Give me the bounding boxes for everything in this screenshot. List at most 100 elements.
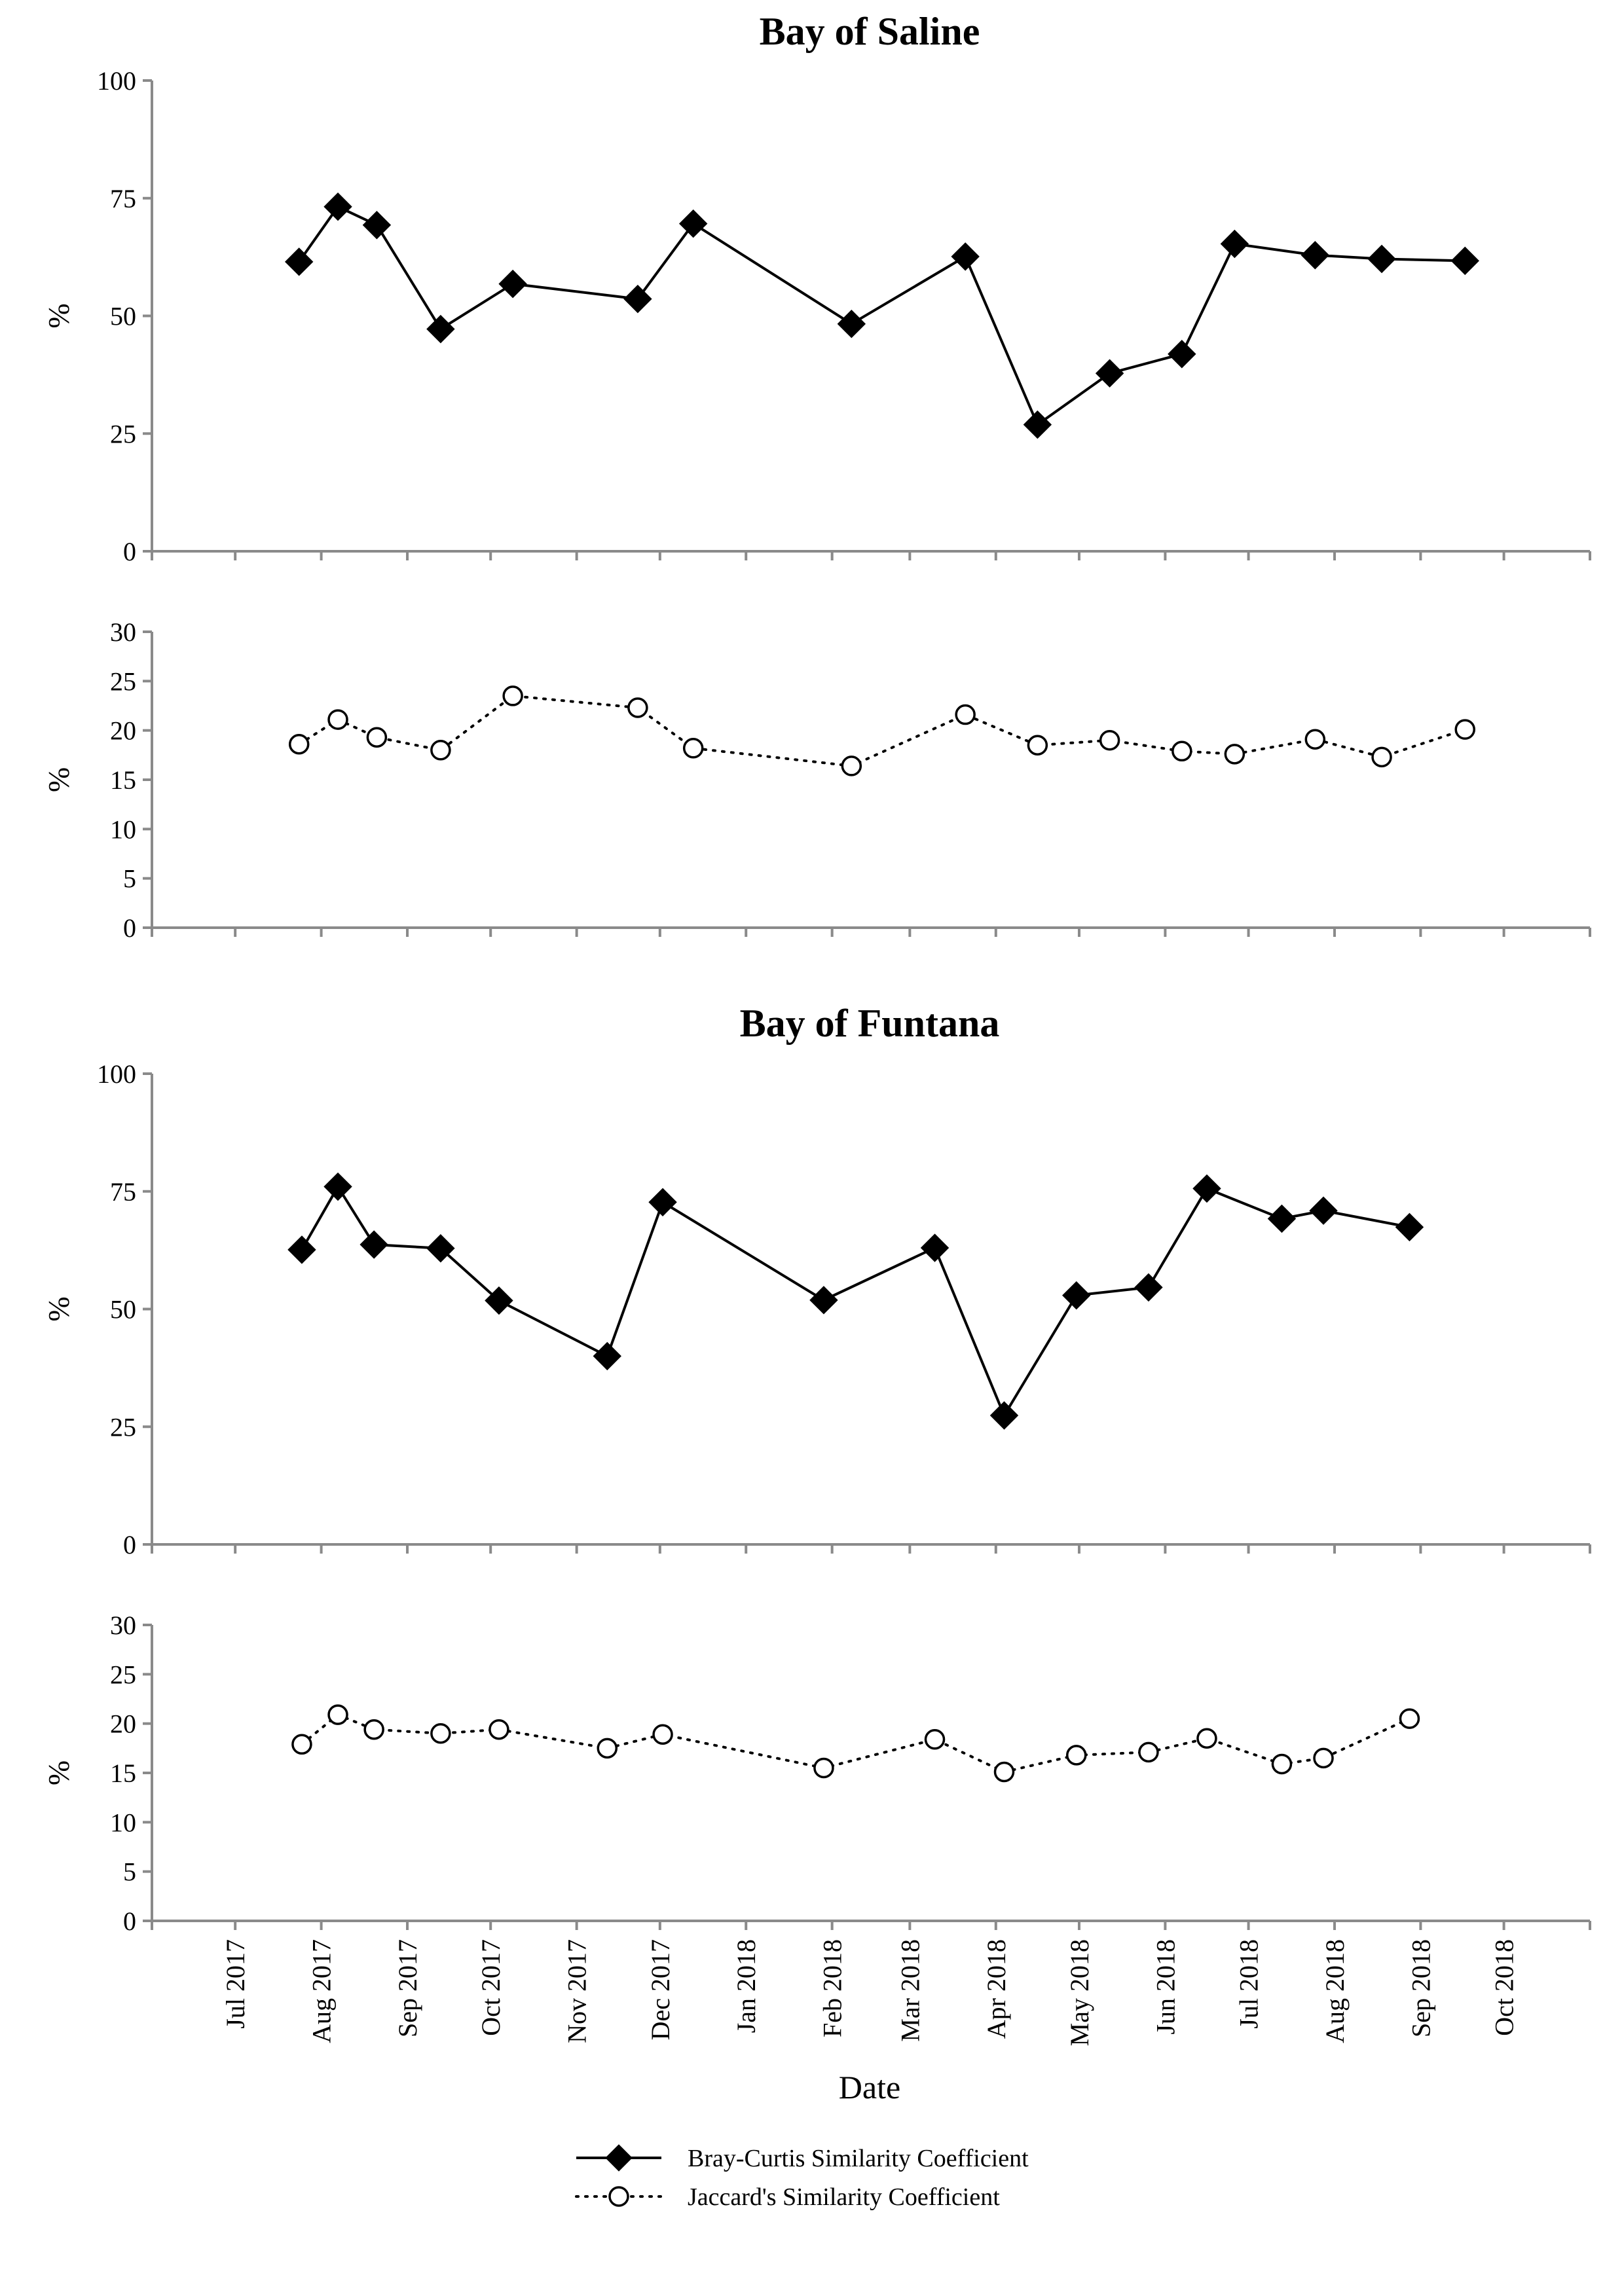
jaccard-point xyxy=(502,685,523,706)
x-tick-label: Nov 2017 xyxy=(563,1939,592,2043)
jaccard-point xyxy=(1399,1708,1420,1729)
jaccard-point xyxy=(1196,1728,1217,1749)
jaccard-point xyxy=(327,1704,348,1725)
jaccard-point xyxy=(1454,719,1475,740)
y-tick-label: 20 xyxy=(110,1709,136,1739)
jaccard-point xyxy=(597,1738,618,1759)
chart-panel-4: 0 5 10 15 20 25 30% Jul 2017 Aug 2017 Sep 2017 Oct… xyxy=(42,1611,1591,2105)
jaccard-point xyxy=(1371,746,1392,768)
y-tick-label: 5 xyxy=(123,1857,136,1887)
jaccard-point xyxy=(627,697,648,718)
bray-curtis-point xyxy=(426,314,455,344)
y-tick-label: 25 xyxy=(110,1412,136,1442)
x-axis-title: Date xyxy=(839,2069,900,2105)
jaccard-point xyxy=(288,734,310,755)
jaccard-point xyxy=(1224,744,1246,765)
jaccard-point xyxy=(955,704,976,725)
y-tick-label: 20 xyxy=(110,716,136,746)
bray-curtis-point xyxy=(498,269,527,299)
x-tick-label: Oct 2018 xyxy=(1490,1939,1519,2036)
y-axis-title: % xyxy=(42,1760,75,1785)
chart-panel-2: 0 5 10 15 20 25 30% xyxy=(42,617,1591,943)
jaccard-point xyxy=(1304,729,1326,750)
x-tick-label: May 2018 xyxy=(1065,1939,1094,2046)
legend-label: Jaccard's Similarity Coefficient xyxy=(688,2183,1000,2211)
y-tick-label: 75 xyxy=(110,1177,136,1207)
bray-curtis-line xyxy=(301,1184,1410,1419)
bray-curtis-point xyxy=(1301,241,1330,270)
y-tick-label: 50 xyxy=(110,302,136,331)
bray-curtis-point xyxy=(1134,1273,1163,1302)
bray-curtis-point xyxy=(678,209,708,238)
legend-item-2: Jaccard's Similarity Coefficient xyxy=(575,2183,1000,2211)
chart-title: Bay of Funtana xyxy=(740,1002,1000,1045)
x-tick-label: Feb 2018 xyxy=(818,1939,847,2037)
y-tick-label: 10 xyxy=(110,1808,136,1837)
y-tick-label: 50 xyxy=(110,1295,136,1324)
y-axis-title: % xyxy=(42,1296,75,1321)
bray-curtis-point xyxy=(323,1172,352,1201)
y-tick-label: 30 xyxy=(110,1611,136,1640)
jaccard-point xyxy=(1138,1741,1159,1763)
y-tick-label: 25 xyxy=(110,1660,136,1689)
bray-curtis-point xyxy=(426,1234,455,1263)
bray-curtis-point xyxy=(323,192,352,221)
x-tick-label: Mar 2018 xyxy=(895,1939,925,2042)
jaccard-point xyxy=(1065,1745,1087,1766)
jaccard-line xyxy=(297,694,1467,767)
x-tick-label: Jul 2018 xyxy=(1234,1939,1264,2029)
y-tick-label: 15 xyxy=(110,765,136,795)
bray-curtis-point xyxy=(623,284,652,314)
bray-curtis-point xyxy=(951,242,980,271)
x-tick-label: Dec 2017 xyxy=(646,1939,675,2040)
x-tick-label: Sep 2017 xyxy=(393,1939,422,2037)
x-tick-label: Aug 2018 xyxy=(1320,1939,1350,2043)
x-tick-label: Jan 2018 xyxy=(731,1939,761,2033)
x-tick-label: Jul 2017 xyxy=(221,1939,250,2029)
jaccard-point xyxy=(363,1719,384,1740)
jaccard-point xyxy=(813,1757,834,1779)
y-tick-label: 0 xyxy=(123,537,136,566)
y-tick-label: 0 xyxy=(123,913,136,943)
y-tick-label: 75 xyxy=(110,184,136,213)
x-tick-label: Jun 2018 xyxy=(1151,1939,1180,2035)
bray-curtis-point xyxy=(593,1341,621,1371)
jaccard-point xyxy=(1271,1753,1293,1775)
bray-curtis-point xyxy=(485,1286,513,1315)
bray-curtis-point xyxy=(648,1188,677,1216)
jaccard-point xyxy=(924,1729,946,1750)
bray-curtis-point xyxy=(1095,359,1124,388)
y-tick-label: 15 xyxy=(110,1758,136,1788)
jaccard-point xyxy=(430,740,451,761)
jaccard-point xyxy=(1313,1747,1334,1769)
chart-panel-1: Bay of Saline 0 25 50 75 100% xyxy=(42,10,1591,566)
jaccard-point xyxy=(652,1724,673,1745)
bray-curtis-point xyxy=(1192,1174,1221,1203)
legend-item-1: Bray-Curtis Similarity Coefficient xyxy=(576,2144,1029,2172)
chart-legend: Bray-Curtis Similarity Coefficient Jaccar… xyxy=(575,2144,1029,2211)
chart-panel-3: Bay of Funtana 0 25 50 75 100% xyxy=(42,1002,1591,1559)
y-tick-label: 30 xyxy=(110,617,136,647)
y-axis-title: % xyxy=(42,767,75,792)
bray-curtis-point xyxy=(1220,229,1249,259)
y-tick-label: 100 xyxy=(97,1059,136,1089)
x-tick-label: Apr 2018 xyxy=(982,1939,1011,2039)
bray-curtis-line xyxy=(298,205,1466,427)
y-tick-label: 5 xyxy=(123,864,136,894)
x-tick-label: Aug 2017 xyxy=(307,1939,337,2043)
x-tick-label: Sep 2018 xyxy=(1406,1939,1435,2037)
bray-curtis-point xyxy=(989,1401,1019,1430)
y-tick-label: 0 xyxy=(123,1530,136,1559)
jaccard-point xyxy=(327,709,348,730)
bray-curtis-point xyxy=(360,1230,388,1259)
y-tick-label: 25 xyxy=(110,666,136,696)
bray-curtis-point xyxy=(284,247,314,276)
y-tick-label: 0 xyxy=(123,1906,136,1936)
jaccard-point xyxy=(993,1761,1015,1783)
jaccard-line xyxy=(300,1713,1411,1774)
y-tick-label: 10 xyxy=(110,814,136,844)
bray-curtis-point xyxy=(362,211,392,240)
bray-curtis-point xyxy=(837,310,866,338)
jaccard-point xyxy=(430,1722,451,1744)
